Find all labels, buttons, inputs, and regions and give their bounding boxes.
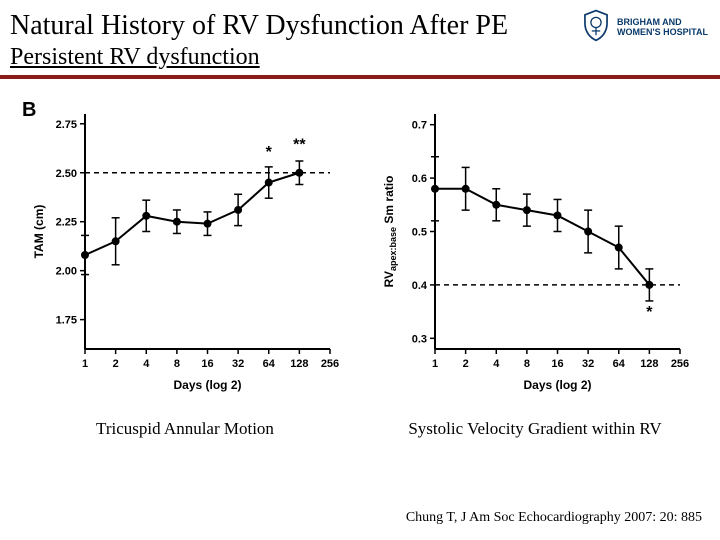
logo-text: BRIGHAM AND WOMEN'S HOSPITAL [617,18,708,38]
svg-text:0.3: 0.3 [412,333,427,345]
caption-left: Tricuspid Annular Motion [28,419,343,439]
svg-text:0.7: 0.7 [412,120,427,132]
caption-right: Systolic Velocity Gradient within RV [378,419,693,439]
svg-text:128: 128 [640,358,658,370]
logo-line2: WOMEN'S HOSPITAL [617,28,708,38]
chart-sm-ratio: 0.3 0.4 0.5 0.6 0.7 1 2 4 8 16 32 64 128 256 * Days (lo… [375,99,695,399]
svg-text:256: 256 [321,358,339,370]
citation: Chung T, J Am Soc Echocardiography 2007:… [406,510,702,526]
svg-text:2.00: 2.00 [56,266,77,278]
svg-text:2: 2 [463,358,469,370]
svg-text:*: * [646,304,653,321]
svg-text:2.25: 2.25 [56,217,77,229]
svg-text:Days (log 2): Days (log 2) [523,378,591,392]
svg-text:TAM (cm): TAM (cm) [32,205,46,259]
svg-text:Days (log 2): Days (log 2) [173,378,241,392]
svg-text:0.6: 0.6 [412,173,427,185]
svg-text:2: 2 [113,358,119,370]
svg-text:2.50: 2.50 [56,168,77,180]
svg-text:1.75: 1.75 [56,315,77,327]
chart-captions: Tricuspid Annular Motion Systolic Veloci… [0,399,720,439]
svg-text:64: 64 [613,358,626,370]
svg-text:32: 32 [232,358,244,370]
svg-text:256: 256 [671,358,689,370]
hospital-logo: BRIGHAM AND WOMEN'S HOSPITAL [579,8,708,47]
svg-text:128: 128 [290,358,308,370]
svg-text:16: 16 [201,358,213,370]
svg-text:1: 1 [432,358,438,370]
svg-text:64: 64 [263,358,276,370]
svg-text:**: ** [293,136,306,153]
svg-text:RVapex:base Sm ratio: RVapex:base Sm ratio [382,176,398,288]
shield-icon [579,8,613,47]
svg-text:8: 8 [524,358,530,370]
panel-label: B [22,99,36,122]
svg-text:32: 32 [582,358,594,370]
svg-text:0.4: 0.4 [412,280,428,292]
charts-area: B 1.752.002.252.502.751248163264128256**… [0,79,720,399]
svg-text:4: 4 [493,358,500,370]
svg-text:2.75: 2.75 [56,119,77,131]
svg-text:*: * [266,144,273,161]
svg-text:4: 4 [143,358,150,370]
svg-text:8: 8 [174,358,180,370]
svg-text:0.5: 0.5 [412,227,427,239]
svg-text:1: 1 [82,358,88,370]
chart-tam: 1.752.002.252.502.751248163264128256***D… [25,99,345,399]
svg-text:16: 16 [551,358,563,370]
